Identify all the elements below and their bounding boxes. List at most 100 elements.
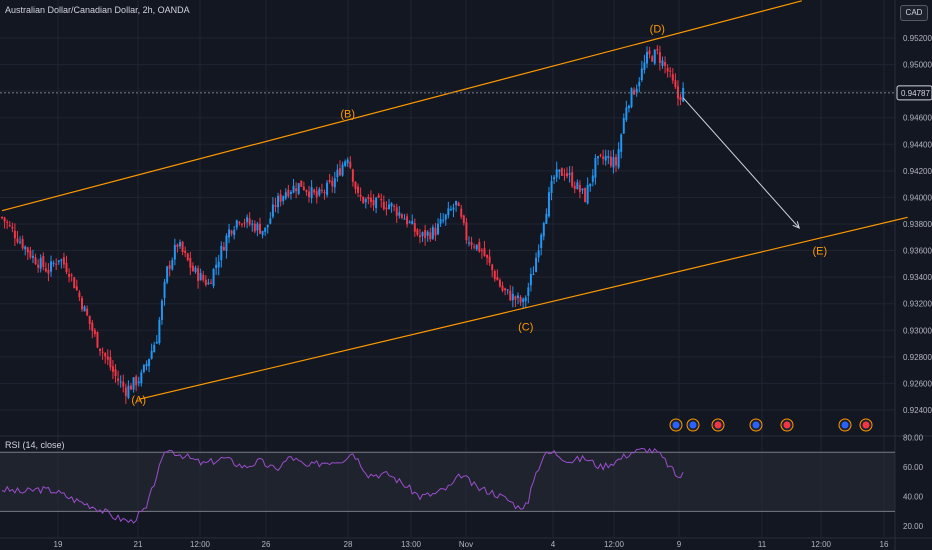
flag-au-icon[interactable] bbox=[749, 418, 763, 432]
candle-down bbox=[73, 277, 76, 289]
candle-down bbox=[478, 242, 481, 252]
last-price-tag bbox=[896, 85, 932, 101]
price-tick-label: 0.94400 bbox=[903, 140, 932, 149]
candle-down bbox=[3, 217, 6, 222]
candle-up bbox=[449, 209, 452, 211]
rsi-band bbox=[0, 452, 895, 512]
candle-down bbox=[462, 215, 465, 223]
flag-ca-icon[interactable] bbox=[780, 418, 794, 432]
candle-up bbox=[661, 60, 664, 66]
candle-up bbox=[640, 68, 643, 81]
candle-up bbox=[173, 244, 176, 260]
candle-up bbox=[246, 217, 249, 223]
candle-down bbox=[176, 244, 179, 247]
price-tick-label: 0.93800 bbox=[903, 220, 932, 229]
wave-label[interactable]: (B) bbox=[340, 109, 355, 121]
candle-up bbox=[179, 242, 182, 247]
candle-up bbox=[269, 218, 272, 224]
flag-ca-icon[interactable] bbox=[859, 418, 873, 432]
flag-au-icon[interactable] bbox=[686, 418, 700, 432]
candle-down bbox=[101, 351, 104, 353]
candle-up bbox=[431, 226, 434, 239]
channel-upper-line[interactable] bbox=[1, 0, 802, 212]
candle-up bbox=[297, 183, 300, 194]
candle-down bbox=[274, 205, 277, 207]
candle-down bbox=[300, 180, 303, 187]
candle-down bbox=[91, 322, 94, 331]
candle-down bbox=[117, 378, 120, 381]
candle-down bbox=[26, 247, 29, 253]
candle-up bbox=[166, 266, 169, 283]
candle-up bbox=[137, 381, 140, 384]
candle-down bbox=[65, 262, 68, 273]
candle-up bbox=[403, 218, 406, 220]
candle-up bbox=[421, 232, 424, 237]
projection-arrow[interactable] bbox=[682, 97, 800, 229]
candle-up bbox=[558, 169, 561, 172]
candle-up bbox=[39, 257, 42, 269]
candle-down bbox=[664, 62, 667, 66]
time-tick-label: 19 bbox=[54, 540, 63, 549]
candles bbox=[1, 45, 685, 404]
time-tick-label: 12:00 bbox=[811, 540, 832, 549]
candle-up bbox=[207, 282, 210, 285]
candle-up bbox=[612, 157, 615, 168]
candle-down bbox=[578, 184, 581, 192]
candle-down bbox=[111, 366, 114, 372]
wave-label[interactable]: (C) bbox=[518, 321, 533, 333]
wave-label[interactable]: (A) bbox=[131, 394, 146, 406]
candle-up bbox=[594, 158, 597, 178]
wave-label[interactable]: (E) bbox=[813, 246, 828, 258]
candle-up bbox=[326, 182, 329, 195]
rsi-tick-label: 20.00 bbox=[903, 522, 924, 531]
candle-down bbox=[501, 285, 504, 291]
candle-down bbox=[563, 174, 566, 176]
candle-up bbox=[163, 281, 166, 299]
candle-down bbox=[62, 257, 65, 265]
candle-down bbox=[16, 238, 19, 243]
candle-down bbox=[460, 208, 463, 217]
wave-label[interactable]: (D) bbox=[650, 24, 665, 36]
candle-down bbox=[367, 196, 370, 200]
candle-down bbox=[191, 265, 194, 272]
candle-up bbox=[364, 198, 367, 203]
price-tick-label: 0.92800 bbox=[903, 353, 932, 362]
candle-up bbox=[148, 359, 151, 367]
time-tick-label: 16 bbox=[880, 540, 889, 549]
candle-down bbox=[230, 230, 233, 234]
candle-down bbox=[418, 235, 421, 238]
flag-au-icon[interactable] bbox=[669, 418, 683, 432]
price-tick-label: 0.95200 bbox=[903, 34, 932, 43]
candle-up bbox=[215, 264, 218, 268]
rsi-line bbox=[1, 447, 684, 524]
candle-down bbox=[496, 276, 499, 281]
candle-down bbox=[37, 264, 40, 268]
candle-up bbox=[142, 364, 145, 373]
candle-up bbox=[555, 169, 558, 178]
candle-up bbox=[408, 221, 411, 223]
candle-down bbox=[34, 257, 37, 265]
currency-button[interactable]: CAD bbox=[900, 5, 928, 21]
candle-down bbox=[70, 274, 73, 276]
flag-ca-icon[interactable] bbox=[711, 418, 725, 432]
candle-up bbox=[220, 245, 223, 261]
flag-au-icon[interactable] bbox=[838, 418, 852, 432]
time-tick-label: 21 bbox=[134, 540, 143, 549]
candle-down bbox=[114, 369, 117, 377]
candle-down bbox=[8, 225, 11, 227]
candle-up bbox=[199, 272, 202, 281]
candle-up bbox=[333, 178, 336, 188]
candle-down bbox=[320, 190, 323, 192]
candle-down bbox=[674, 80, 677, 88]
candle-up bbox=[266, 224, 269, 228]
channel-lower-line[interactable] bbox=[138, 216, 908, 400]
candle-up bbox=[228, 229, 231, 238]
candle-down bbox=[666, 67, 669, 72]
candle-down bbox=[259, 223, 261, 234]
candle-down bbox=[429, 232, 432, 240]
candle-up bbox=[625, 107, 628, 120]
candle-down bbox=[493, 270, 496, 280]
candle-up bbox=[235, 220, 238, 228]
candle-down bbox=[42, 255, 45, 267]
